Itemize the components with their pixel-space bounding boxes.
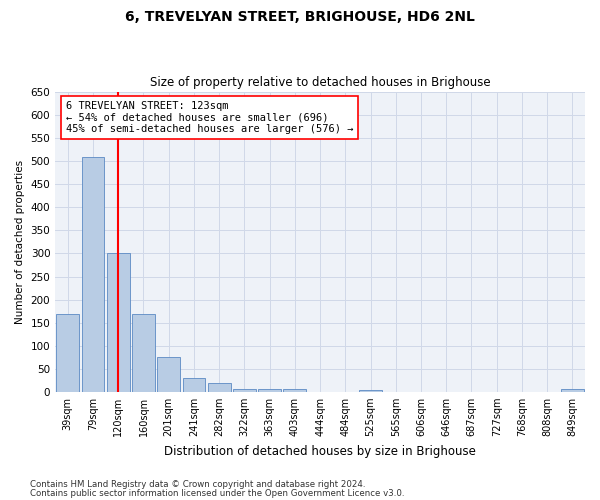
Bar	[56, 314, 79, 392]
Bar	[359, 390, 382, 392]
Bar	[561, 390, 584, 392]
Bar	[283, 390, 306, 392]
Text: 6 TREVELYAN STREET: 123sqm
← 54% of detached houses are smaller (696)
45% of sem: 6 TREVELYAN STREET: 123sqm ← 54% of deta…	[66, 101, 353, 134]
Bar	[258, 389, 281, 392]
Bar	[233, 389, 256, 392]
Title: Size of property relative to detached houses in Brighouse: Size of property relative to detached ho…	[150, 76, 490, 90]
Bar	[82, 156, 104, 392]
Text: 6, TREVELYAN STREET, BRIGHOUSE, HD6 2NL: 6, TREVELYAN STREET, BRIGHOUSE, HD6 2NL	[125, 10, 475, 24]
Bar	[132, 314, 155, 392]
Bar	[107, 252, 130, 392]
Text: Contains HM Land Registry data © Crown copyright and database right 2024.: Contains HM Land Registry data © Crown c…	[30, 480, 365, 489]
Bar	[182, 378, 205, 392]
Bar	[208, 383, 230, 392]
X-axis label: Distribution of detached houses by size in Brighouse: Distribution of detached houses by size …	[164, 444, 476, 458]
Y-axis label: Number of detached properties: Number of detached properties	[15, 160, 25, 324]
Bar	[157, 357, 180, 392]
Text: Contains public sector information licensed under the Open Government Licence v3: Contains public sector information licen…	[30, 488, 404, 498]
